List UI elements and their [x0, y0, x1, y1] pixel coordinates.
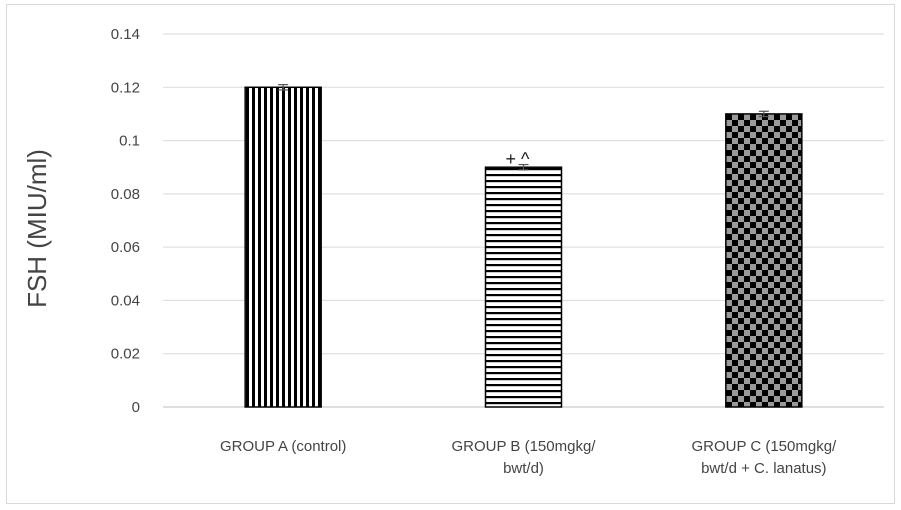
y-tick-label: 0.04	[111, 292, 140, 309]
y-tick-label: 0.08	[111, 186, 140, 203]
y-tick-label: 0.14	[111, 26, 140, 43]
y-tick-label: 0.1	[119, 133, 140, 150]
bar	[484, 166, 563, 408]
x-category-label-line: GROUP B (150mgkg/	[452, 438, 597, 455]
x-category-label-line: bwt/d + C. lanatus)	[701, 460, 826, 477]
x-category-label-line: GROUP C (150mgkg/	[691, 438, 837, 455]
y-axis: 0 0.02 0.04 0.06 0.08 0.1 0.12 0.14	[111, 26, 140, 416]
y-axis-label: FSH (MIU/ml)	[22, 149, 52, 308]
x-category-label: GROUP B (150mgkg/bwt/d)	[452, 438, 597, 477]
significance-annotation: + ^	[506, 149, 531, 169]
y-tick-label: 0.06	[111, 239, 140, 256]
error-bar	[758, 110, 769, 118]
x-category-label-line: bwt/d)	[503, 460, 544, 477]
bar	[244, 86, 322, 408]
x-axis-categories: GROUP A (control) GROUP B (150mgkg/bwt/d)…	[220, 438, 837, 477]
bars: + ^	[244, 84, 803, 408]
y-tick-label: 0.12	[111, 79, 140, 96]
x-category-label: GROUP C (150mgkg/bwt/d + C. lanatus)	[691, 438, 837, 477]
x-category-label: GROUP A (control)	[220, 438, 346, 455]
y-tick-label: 0.02	[111, 346, 140, 363]
error-bar	[518, 163, 529, 171]
y-tick-label: 0	[132, 399, 140, 416]
x-category-label-line: GROUP A (control)	[220, 438, 346, 455]
bar	[725, 113, 803, 408]
error-bar	[278, 84, 289, 91]
